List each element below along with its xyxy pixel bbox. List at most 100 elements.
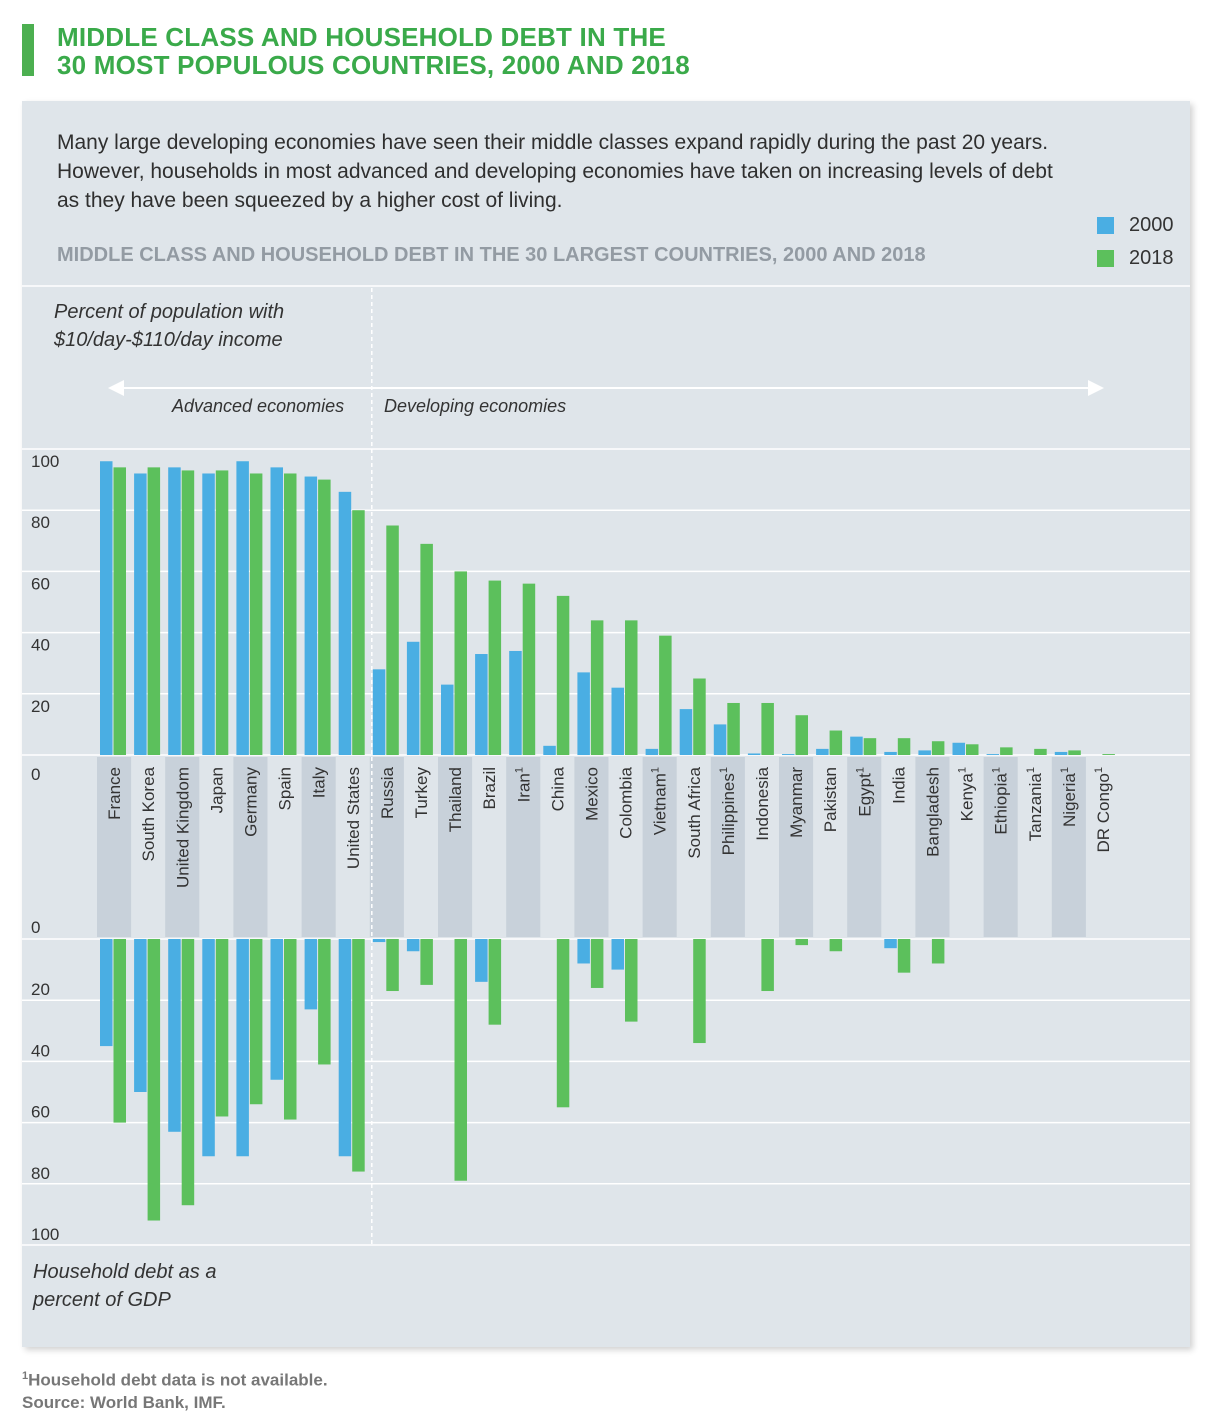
category-label: Brazil	[480, 767, 499, 810]
middle-class-bar-2018	[1000, 747, 1013, 755]
household-debt-bar-2000	[475, 939, 488, 982]
category-band	[97, 757, 132, 937]
household-debt-bar-2018	[284, 939, 297, 1120]
middle-class-bar-2000	[782, 754, 795, 755]
household-debt-bar-2000	[611, 939, 624, 970]
household-debt-bar-2018	[352, 939, 365, 1172]
middle-class-bar-2000	[747, 753, 761, 755]
middle-class-bar-2018	[181, 470, 195, 755]
category-label: Germany	[241, 767, 260, 837]
middle-class-bar-2018	[966, 744, 979, 755]
category-label: Mexico	[582, 767, 601, 821]
category-band	[1051, 757, 1086, 937]
household-debt-bar-2018	[829, 939, 843, 952]
middle-class-bar-2000	[645, 748, 659, 755]
middle-class-bar-2018	[215, 470, 229, 755]
middle-class-bar-2018	[863, 738, 877, 755]
middle-class-bar-2018	[590, 620, 604, 755]
bottom-axis-title: Household debt as a percent of GDP	[33, 1258, 216, 1314]
middle-class-bar-2000	[816, 748, 829, 755]
middle-class-bar-2000	[304, 476, 318, 755]
category-footnote-marker: 1	[513, 767, 525, 773]
category-label: Japan	[207, 767, 226, 813]
household-debt-bar-2018	[795, 939, 808, 946]
category-label: Italy	[310, 767, 329, 799]
middle-class-bar-2000	[168, 467, 181, 755]
household-debt-bar-2000	[270, 939, 283, 1080]
household-debt-bar-2018	[420, 939, 433, 985]
household-debt-bar-2018	[113, 939, 126, 1123]
bottom-axis-title-line-1: Household debt as a	[33, 1261, 217, 1283]
middle-class-bar-2018	[761, 702, 774, 755]
household-debt-bar-2018	[488, 939, 502, 1025]
middle-class-bar-2018	[1068, 750, 1081, 755]
middle-class-bar-2018	[693, 678, 706, 755]
category-footnote-marker: 1	[991, 767, 1003, 773]
middle-class-bar-2018	[420, 543, 433, 755]
category-footnote-marker: 1	[957, 767, 969, 773]
middle-class-bar-2018	[284, 473, 297, 755]
household-debt-bar-2018	[386, 939, 399, 992]
category-label: Vietnam1	[650, 767, 670, 835]
category-label: Egypt1	[854, 767, 874, 817]
legend-label-2000: 2000	[1129, 214, 1174, 236]
footnote-marker: 1	[22, 1370, 29, 1382]
category-band	[915, 757, 950, 937]
category-footnote-marker: 1	[1093, 767, 1105, 773]
middle-class-bar-2000	[202, 473, 215, 755]
middle-class-bar-2000	[850, 736, 863, 755]
footnote-note-text: Household debt data is not available.	[28, 1370, 328, 1390]
middle-class-bar-2018	[556, 595, 570, 755]
middle-class-bar-2018	[727, 702, 740, 755]
legend-swatch-2018	[1097, 250, 1114, 267]
chart-title: MIDDLE CLASS AND HOUSEHOLD DEBT IN THE 3…	[57, 244, 926, 266]
household-debt-bar-2000	[338, 939, 352, 1157]
category-footnote-marker: 1	[650, 767, 662, 773]
middle-class-bar-2000	[372, 669, 386, 755]
top-tick-label: 100	[31, 452, 59, 471]
middle-class-bar-2018	[318, 479, 331, 755]
middle-class-bar-2018	[659, 635, 672, 755]
footnote-source: Source: World Bank, IMF.	[22, 1393, 226, 1412]
middle-class-bar-2018	[386, 525, 399, 755]
household-debt-bar-2000	[406, 939, 420, 952]
middle-class-bar-2018	[522, 583, 536, 755]
household-debt-bar-2000	[372, 939, 386, 943]
middle-class-bar-2000	[236, 461, 249, 755]
top-tick-label: 60	[31, 574, 50, 593]
title-line-2: 30 MOST POPULOUS COUNTRIES, 2000 AND 201…	[57, 50, 690, 80]
middle-class-bar-2018	[352, 510, 365, 755]
category-label: Philippines1	[718, 767, 738, 855]
bottom-tick-label: 40	[31, 1041, 50, 1060]
legend-swatch-2000	[1097, 217, 1114, 234]
category-label: Kenya1	[957, 767, 977, 821]
middle-class-bar-2000	[577, 672, 590, 755]
middle-class-bar-2000	[441, 684, 454, 755]
household-debt-bar-2018	[761, 939, 774, 992]
bottom-tick-label: 60	[31, 1103, 50, 1122]
category-footnote-marker: 1	[854, 767, 866, 773]
group-label-developing: Developing economies	[384, 396, 567, 416]
household-debt-bar-2000	[304, 939, 318, 1010]
household-debt-bar-2000	[884, 939, 897, 949]
middle-class-bar-2018	[795, 715, 808, 755]
middle-class-bar-2018	[931, 741, 945, 755]
footnote-note: 1Household debt data is not available.	[22, 1370, 328, 1391]
household-debt-bar-2018	[454, 939, 467, 1181]
category-label: Pakistan	[821, 767, 840, 832]
top-axis-title: Percent of population with $10/day-$110/…	[54, 298, 284, 354]
category-band	[438, 757, 473, 937]
household-debt-bar-2000	[236, 939, 249, 1157]
middle-class-bar-2018	[1034, 748, 1047, 755]
arrow-left-icon	[108, 380, 124, 396]
category-band	[779, 757, 814, 937]
household-debt-bar-2018	[318, 939, 331, 1065]
category-label: India	[889, 766, 908, 803]
middle-class-bar-2018	[1102, 754, 1115, 755]
middle-class-bar-2000	[884, 751, 897, 755]
top-tick-label: 80	[31, 513, 50, 532]
group-label-advanced: Advanced economies	[172, 396, 345, 416]
household-debt-bar-2018	[556, 939, 570, 1108]
household-debt-bar-2018	[147, 939, 161, 1221]
middle-class-bar-2000	[406, 641, 420, 755]
